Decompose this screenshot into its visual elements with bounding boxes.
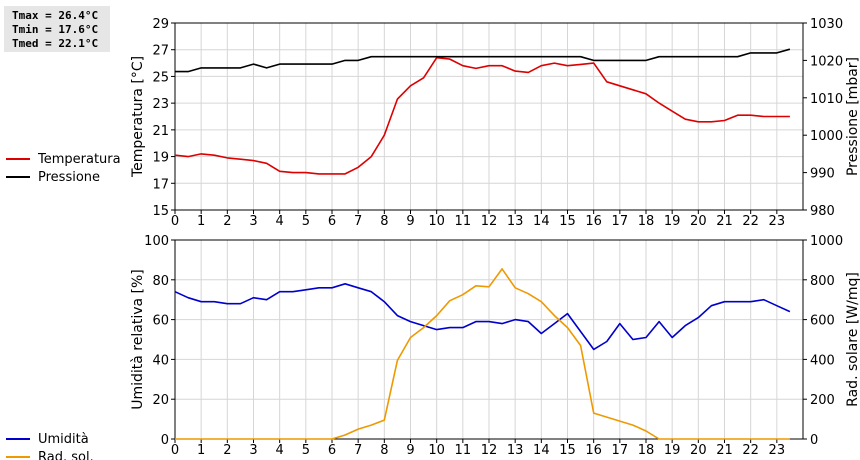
chart1-x-tick-label: 16: [585, 214, 602, 229]
chart1-x-tick-label: 4: [276, 214, 284, 229]
chart1-x-tick-label: 22: [742, 214, 759, 229]
chart2-y2-axis-label: Rad. solare [W/mq]: [845, 272, 860, 407]
chart2-x-tick-label: 16: [585, 443, 602, 458]
chart1-y-tick-label: 21: [152, 124, 169, 139]
chart1-x-tick-label: 13: [507, 214, 524, 229]
chart2-plot-frame: [174, 239, 804, 440]
chart2-y-tick-label: 0: [161, 433, 169, 448]
chart1-x-tick-label: 20: [690, 214, 707, 229]
chart1-y-tick-label: 23: [152, 97, 169, 112]
chart2-x-tick-label: 12: [481, 443, 498, 458]
chart2-y2-tick-label: 1000: [810, 234, 843, 249]
chart2-x-tick-label: 13: [507, 443, 524, 458]
chart2-y-tick-label: 40: [152, 353, 169, 368]
chart1-y2-tick-label: 1010: [810, 92, 843, 107]
tmin-label: Tmin = 17.6°C: [12, 23, 99, 36]
chart1-x-tick-label: 10: [428, 214, 445, 229]
chart2-x-tick-label: 2: [223, 443, 231, 458]
chart1-legend-label-temperatura: Temperatura: [37, 152, 121, 167]
chart2-x-tick-label: 1: [197, 443, 205, 458]
chart1-legend-label-pressione: Pressione: [38, 170, 100, 185]
chart1-x-tick-label: 9: [406, 214, 414, 229]
chart2-x-tick-label: 6: [328, 443, 336, 458]
chart2-legend-label-rad-sol: Rad. sol.: [38, 450, 94, 460]
chart2-y2-tick-label: 200: [810, 393, 835, 408]
chart1-x-tick-label: 11: [455, 214, 472, 229]
chart1-y-tick-label: 29: [152, 17, 169, 32]
chart2-x-tick-label: 10: [428, 443, 445, 458]
chart1-x-tick-label: 3: [249, 214, 257, 229]
chart1-x-tick-label: 5: [302, 214, 310, 229]
chart2-x-tick-label: 22: [742, 443, 759, 458]
chart2-y-tick-label: 20: [152, 393, 169, 408]
chart2-x-tick-label: 8: [380, 443, 388, 458]
chart2-y2-tick-label: 0: [810, 433, 818, 448]
chart1-x-tick-label: 8: [380, 214, 388, 229]
tmed-label: Tmed = 22.1°C: [12, 37, 99, 50]
stats-box: Tmax = 26.4°C Tmin = 17.6°C Tmed = 22.1°…: [4, 6, 110, 52]
chart1-x-tick-label: 23: [769, 214, 786, 229]
chart2-series-line-rad-sol: [175, 268, 790, 440]
chart2-x-tick-label: 21: [716, 443, 733, 458]
chart1-x-tick-label: 15: [559, 214, 576, 229]
chart1-y-tick-label: 15: [152, 204, 169, 219]
chart2-x-tick-label: 15: [559, 443, 576, 458]
chart2-x-tick-label: 3: [249, 443, 257, 458]
chart2-series-line-umidit: [174, 282, 791, 351]
chart1-x-tick-label: 1: [197, 214, 205, 229]
chart1-series-line-pressione: [175, 48, 791, 73]
chart2-y-tick-label: 80: [152, 274, 169, 289]
chart1-y-tick-label: 17: [152, 177, 169, 192]
chart2-y2-tick-label: 600: [810, 314, 835, 329]
chart2-y-tick-label: 100: [144, 234, 169, 249]
chart2-x-tick-label: 0: [171, 443, 179, 458]
chart2-x-tick-label: 4: [276, 443, 284, 458]
chart2-y2-tick-label: 800: [810, 274, 835, 289]
chart2-y2-tick-label: 400: [810, 353, 835, 368]
chart1-y2-tick-label: 980: [810, 204, 835, 219]
chart2-y-tick-label: 60: [152, 314, 169, 329]
chart1-series-line-temperatura: [174, 56, 790, 175]
chart2-x-tick-label: 19: [664, 443, 681, 458]
chart1-y2-tick-label: 1000: [810, 129, 843, 144]
chart2-x-tick-label: 7: [354, 443, 362, 458]
chart2-x-tick-label: 20: [690, 443, 707, 458]
chart1-x-tick-label: 17: [612, 214, 629, 229]
chart1-plot-frame: [174, 22, 804, 211]
chart2-x-tick-label: 23: [769, 443, 786, 458]
chart1-x-tick-label: 14: [533, 214, 550, 229]
chart1-x-tick-label: 12: [481, 214, 498, 229]
chart1-x-tick-label: 19: [664, 214, 681, 229]
chart1-x-tick-label: 21: [716, 214, 733, 229]
chart2-x-tick-label: 11: [455, 443, 472, 458]
chart1-y-tick-label: 25: [152, 70, 169, 85]
chart1-y2-tick-label: 990: [810, 167, 835, 182]
chart1-x-tick-label: 2: [223, 214, 231, 229]
chart1-x-tick-label: 7: [354, 214, 362, 229]
tmax-label: Tmax = 26.4°C: [12, 9, 99, 22]
chart2-x-tick-label: 17: [612, 443, 629, 458]
chart2-x-tick-label: 9: [406, 443, 414, 458]
chart1-y-tick-label: 27: [152, 44, 169, 59]
chart2-x-tick-label: 14: [533, 443, 550, 458]
chart2-x-tick-label: 18: [638, 443, 655, 458]
chart1-y-tick-label: 19: [152, 151, 169, 166]
chart2-x-tick-label: 5: [302, 443, 310, 458]
chart1-y2-tick-label: 1030: [810, 17, 843, 32]
chart1-y2-axis-label: Pressione [mbar]: [845, 57, 860, 176]
chart2-y-axis-label: Umidità relativa [%]: [130, 269, 146, 410]
chart1-y-axis-label: Temperatura [°C]: [130, 56, 146, 178]
chart1-x-tick-label: 6: [328, 214, 336, 229]
chart1-y2-tick-label: 1020: [810, 54, 843, 69]
chart1-x-tick-label: 0: [171, 214, 179, 229]
chart1-x-tick-label: 18: [638, 214, 655, 229]
chart2-legend-label-umidit: Umidità: [38, 432, 89, 447]
